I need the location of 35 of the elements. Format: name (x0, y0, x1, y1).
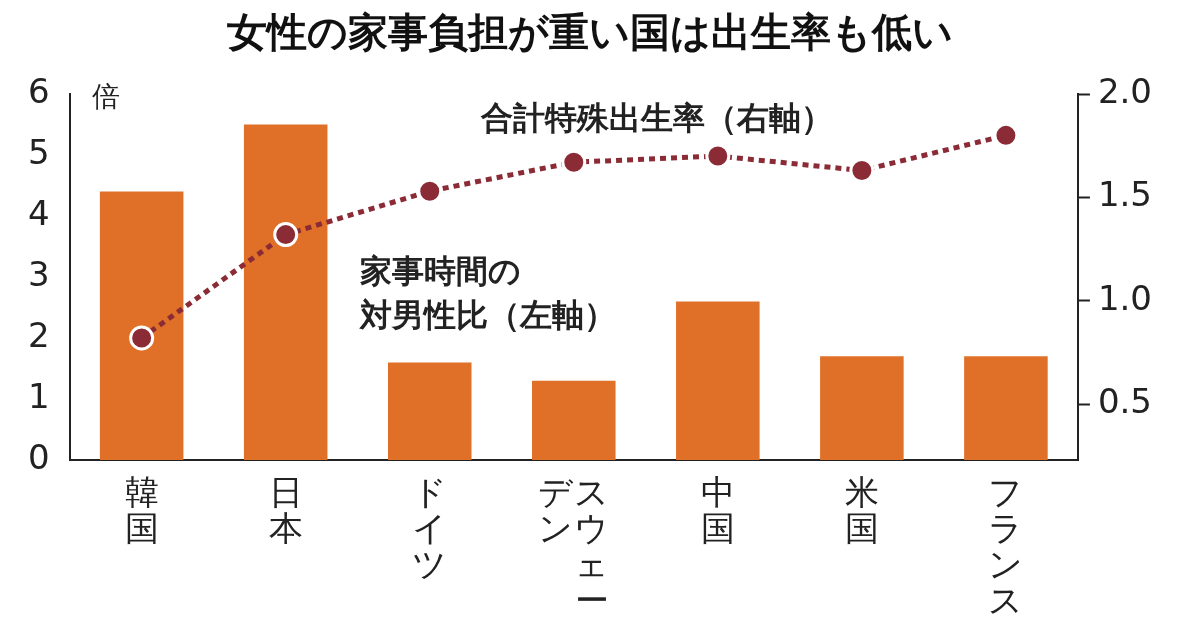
point (273, 222, 299, 248)
y-tick-label: 1 (27, 375, 50, 416)
y-tick-label: 2 (27, 314, 50, 355)
bar (243, 124, 328, 460)
y-tick-label: 0 (27, 436, 50, 477)
chart-title: 女性の家事負担が重い国は出生率も低い (227, 9, 953, 56)
y-axis-title: 倍 (91, 80, 120, 113)
y2-tick-label: 1.0 (1097, 277, 1153, 318)
bar (99, 191, 184, 460)
bar (532, 380, 616, 460)
point (417, 178, 443, 204)
y-tick-label: 3 (27, 253, 50, 294)
series-label: 家事時間の対男性比（左軸） (358, 252, 616, 334)
y2-tick-label: 1.5 (1097, 174, 1153, 215)
y-tick-label: 4 (27, 192, 50, 233)
y-tick-label: 6 (27, 70, 50, 111)
x-tick-label: 日本 (268, 471, 303, 548)
y2-tick-label: 2.0 (1097, 70, 1153, 111)
category-label: スウェーデン (538, 471, 610, 620)
point (993, 122, 1019, 148)
series-label: 合計特殊出生率（右軸） (479, 99, 833, 137)
bar (387, 362, 472, 460)
point (705, 143, 731, 169)
bar (820, 356, 904, 460)
x-tick-label: フランス (988, 471, 1024, 620)
bar (676, 301, 760, 460)
y2-tick-label: 0.5 (1097, 381, 1153, 421)
x-tick-label: 韓国 (124, 471, 159, 548)
point (561, 149, 587, 175)
bar (964, 356, 1048, 460)
x-tick-label: ドイツ (412, 471, 448, 584)
x-tick-label: 米国 (844, 471, 879, 548)
y-tick-label: 5 (27, 131, 50, 172)
point (129, 325, 155, 351)
x-tick-label: 中国 (700, 471, 735, 548)
